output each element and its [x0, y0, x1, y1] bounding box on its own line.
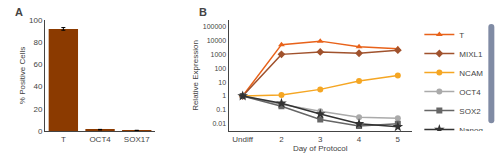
svg-text:100: 100 [29, 16, 43, 25]
svg-text:T: T [459, 31, 464, 40]
svg-text:MIXL1: MIXL1 [459, 50, 483, 59]
svg-text:OCT4: OCT4 [459, 88, 481, 97]
svg-text:Nanog: Nanog [459, 126, 483, 131]
svg-text:T: T [61, 135, 66, 144]
svg-text:10: 10 [218, 79, 226, 86]
svg-text:4: 4 [357, 135, 362, 144]
svg-text:B: B [199, 6, 207, 18]
svg-text:SOX17: SOX17 [124, 135, 150, 144]
svg-text:NCAM: NCAM [459, 69, 483, 78]
svg-text:1000: 1000 [211, 51, 227, 58]
svg-text:% Positive Cells: % Positive Cells [18, 47, 27, 104]
svg-text:0.01: 0.01 [212, 120, 226, 127]
svg-text:Undiff: Undiff [232, 135, 254, 144]
svg-text:0: 0 [38, 127, 43, 136]
svg-text:Relative Expression: Relative Expression [191, 40, 200, 111]
svg-text:OCT4: OCT4 [89, 135, 111, 144]
svg-text:1: 1 [222, 92, 226, 99]
svg-text:SOX2: SOX2 [459, 107, 481, 116]
svg-text:A: A [15, 6, 23, 18]
svg-text:20: 20 [33, 105, 42, 114]
svg-text:60: 60 [33, 60, 42, 69]
svg-text:3: 3 [318, 135, 323, 144]
svg-text:2: 2 [279, 135, 284, 144]
svg-text:100: 100 [214, 65, 226, 72]
svg-text:40: 40 [33, 82, 42, 91]
svg-text:10000: 10000 [207, 37, 227, 44]
svg-text:5: 5 [396, 135, 401, 144]
svg-text:80: 80 [33, 38, 42, 47]
svg-text:Day of Protocol: Day of Protocol [293, 144, 348, 153]
svg-text:100000: 100000 [203, 23, 226, 30]
svg-text:0.1: 0.1 [216, 106, 226, 113]
